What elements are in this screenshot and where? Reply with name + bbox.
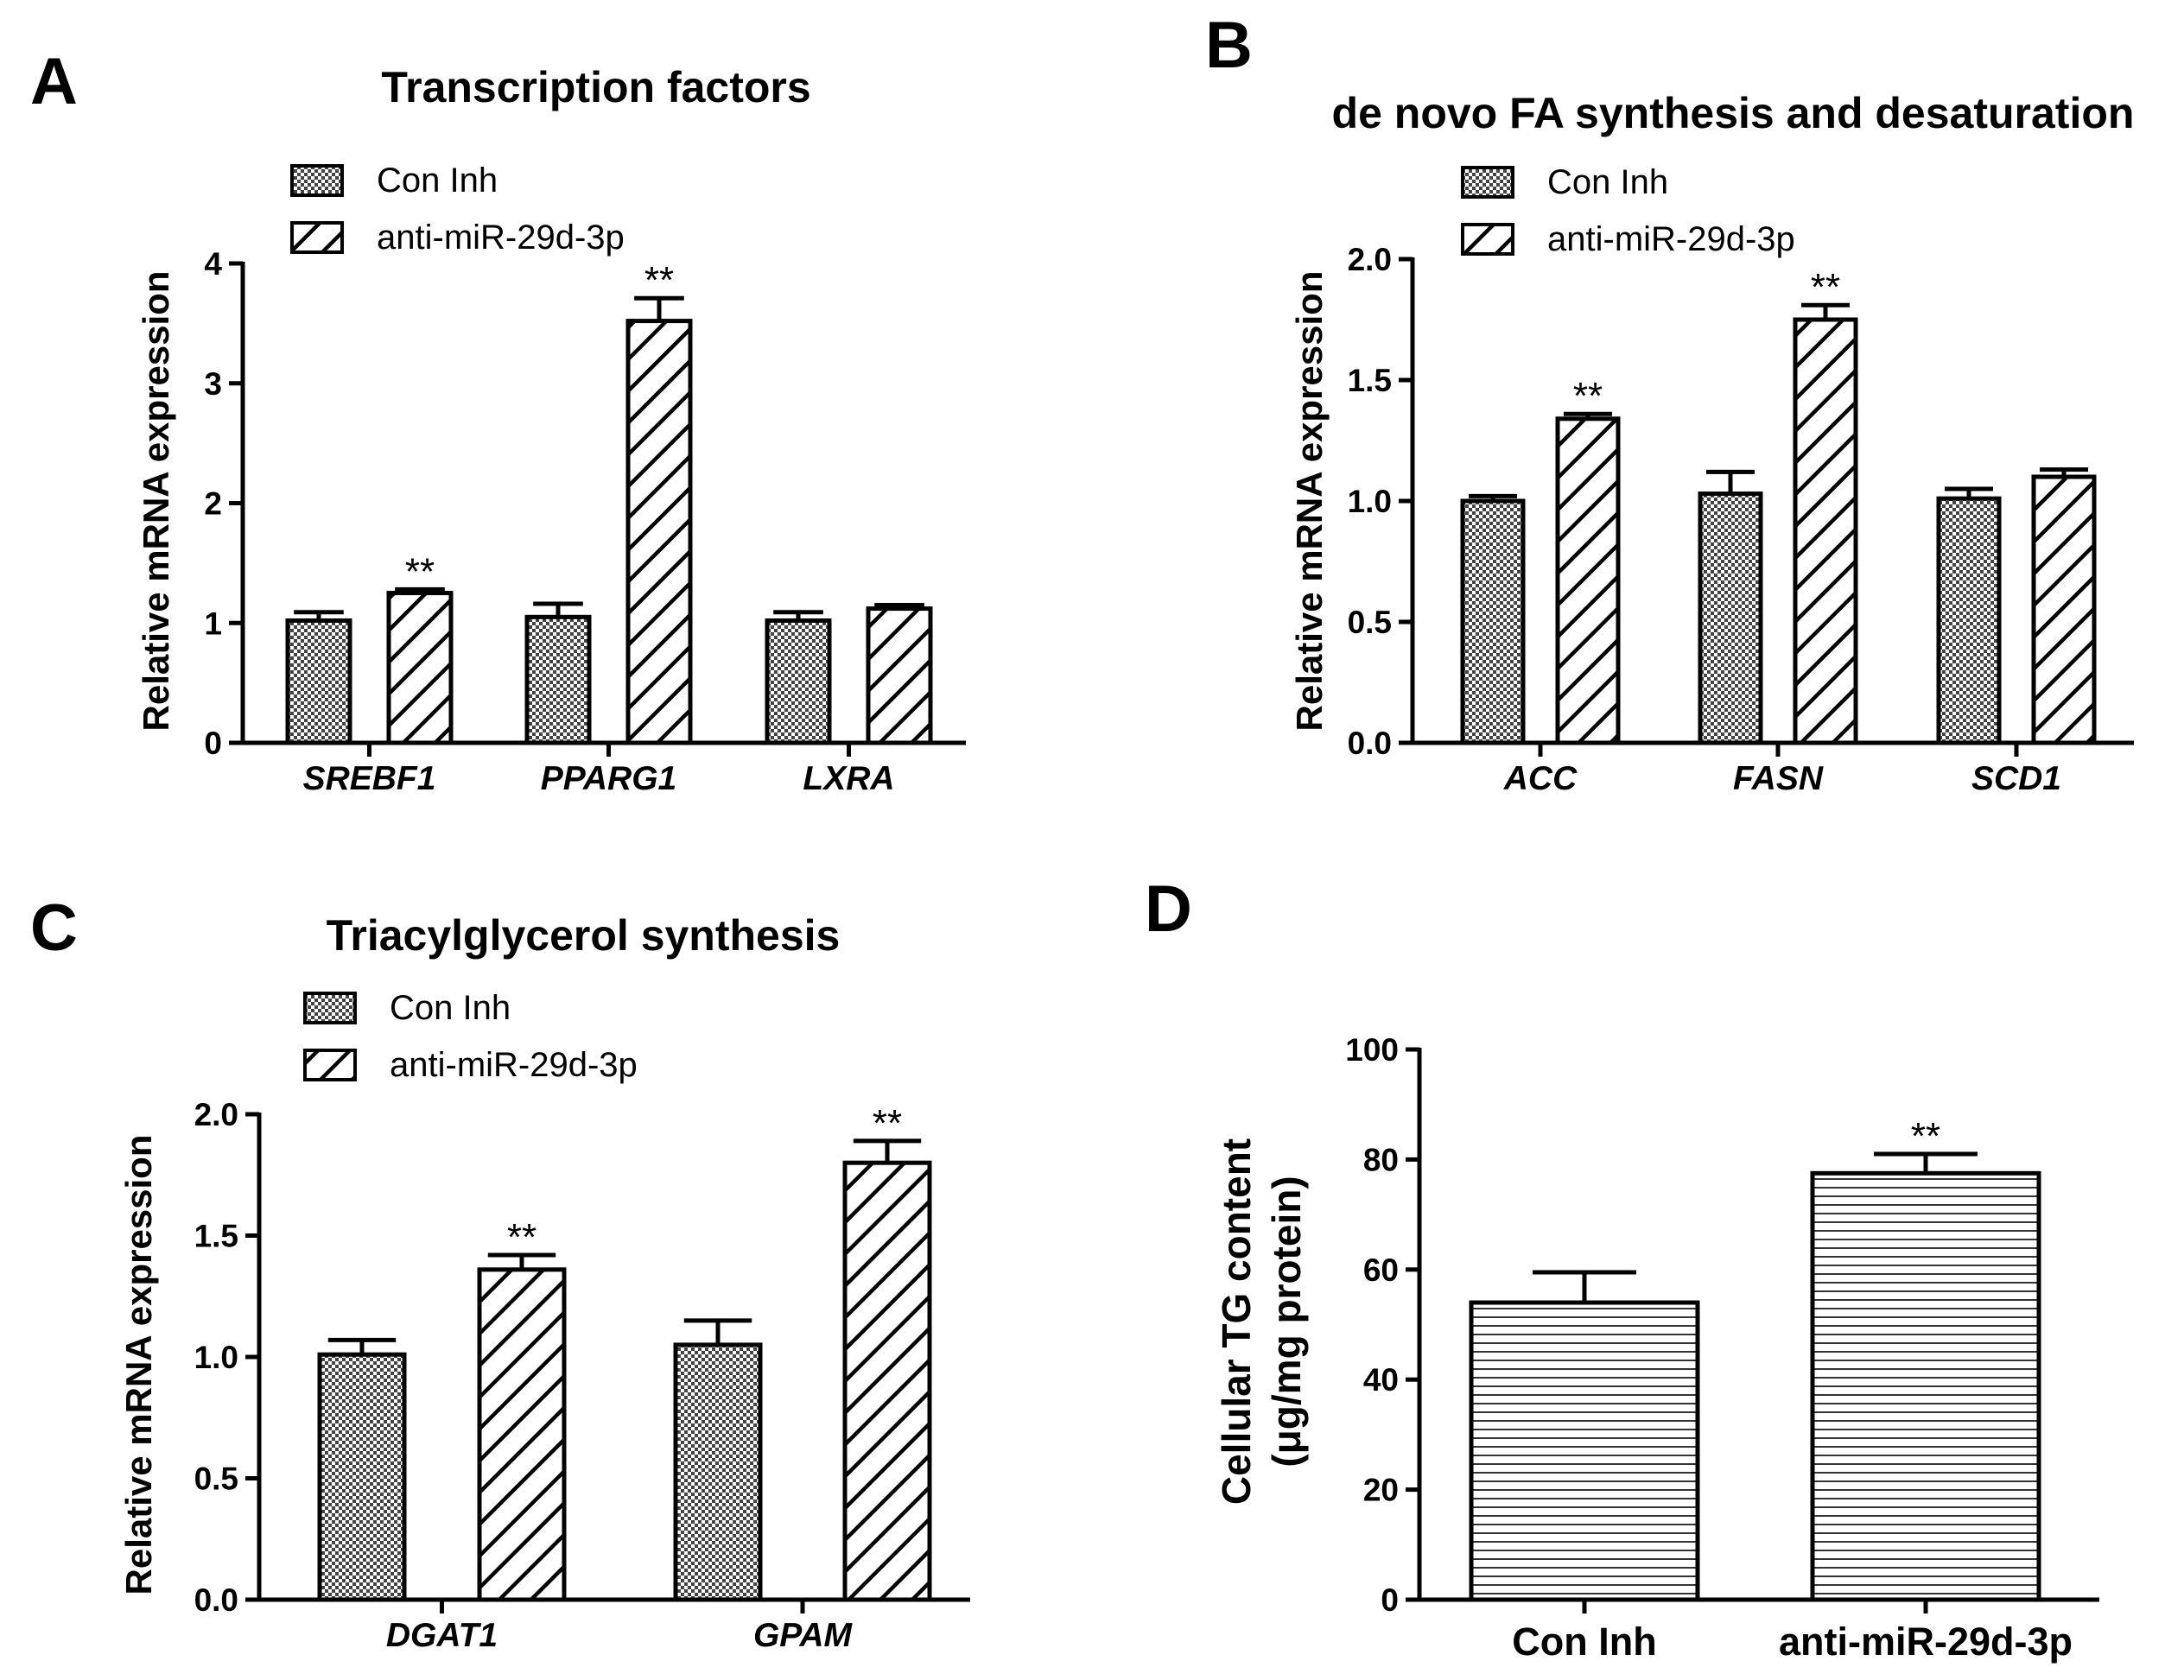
panel-d-y-tick-label: 100 bbox=[1345, 1032, 1399, 1068]
panel-a-bar-srebf1-con bbox=[285, 618, 352, 745]
panel-b-y-label: Relative mRNA expression bbox=[1289, 271, 1330, 732]
panel-a-significance: ** bbox=[405, 550, 435, 593]
panel-b-y-tick-label: 1.5 bbox=[1348, 363, 1392, 398]
panel-b-x-label: ACC bbox=[1503, 760, 1578, 797]
legend-b-label-anti: anti-miR-29d-3p bbox=[1547, 220, 1795, 258]
panel-d-bar-anti-mir-29d-3p-value bbox=[1810, 1170, 2041, 1602]
panel-b-bar-fasn-con bbox=[1698, 491, 1763, 745]
panel-a-bar-pparg1-con bbox=[524, 614, 592, 745]
panel-a-bar-srebf1-anti bbox=[386, 591, 454, 745]
panel-c-bar-dgat1-anti bbox=[477, 1267, 567, 1602]
panel-c-x-label: DGAT1 bbox=[386, 1617, 498, 1654]
panel-b-y-tick-label: 0.0 bbox=[1348, 726, 1392, 761]
panel-b-title: de novo FA synthesis and desaturation bbox=[1332, 89, 2135, 137]
panel-a-y-label: Relative mRNA expression bbox=[136, 271, 176, 732]
panel-d-bar-con-inh-value bbox=[1469, 1300, 1700, 1602]
panel-d-significance: ** bbox=[1911, 1115, 1940, 1157]
panel-b-letter: B bbox=[1205, 9, 1253, 82]
panel-a-title: Transcription factors bbox=[381, 63, 810, 111]
legend-c-swatch-anti bbox=[303, 1049, 357, 1081]
panel-c-bar-gpam-con bbox=[673, 1342, 763, 1602]
panel-a-y-tick-label: 1 bbox=[204, 605, 222, 641]
panel-a-x-label: LXRA bbox=[803, 760, 894, 797]
panel-c-letter: C bbox=[30, 891, 78, 965]
panel-a-bar-lxra-con bbox=[765, 618, 832, 745]
panel-a-y-tick-label: 2 bbox=[204, 486, 222, 522]
legend-b-swatch-con bbox=[1461, 166, 1514, 199]
panel-c-bar-gpam-anti bbox=[842, 1160, 932, 1602]
panel-c-title: Triacylglycerol synthesis bbox=[327, 911, 841, 960]
panel-a-y-tick-label: 0 bbox=[204, 726, 222, 761]
panel-a-bar-lxra-anti bbox=[866, 606, 933, 745]
panel-b-bar-acc-con bbox=[1460, 498, 1526, 745]
panel-c-y-label: Relative mRNA expression bbox=[118, 1135, 159, 1595]
panel-a-x-label: SREBF1 bbox=[303, 760, 436, 797]
panel-a-significance: ** bbox=[644, 259, 674, 301]
legend-c-label-anti: anti-miR-29d-3p bbox=[390, 1046, 638, 1084]
panel-d-x-label: Con Inh bbox=[1512, 1620, 1656, 1664]
panel-d-x-label: anti-miR-29d-3p bbox=[1779, 1620, 2073, 1664]
legend-c-label-con: Con Inh bbox=[390, 989, 511, 1027]
panel-c-bar-dgat1-con bbox=[317, 1352, 407, 1602]
panel-d-y-tick-label: 60 bbox=[1363, 1252, 1399, 1288]
panel-d-y-tick-label: 0 bbox=[1381, 1582, 1399, 1618]
panel-c-y-tick-label: 0.0 bbox=[194, 1582, 238, 1618]
panel-b-y-tick-label: 2.0 bbox=[1348, 242, 1392, 277]
panel-c-x-label: GPAM bbox=[753, 1617, 854, 1654]
panel-d-y-label-line: Cellular TG content bbox=[1214, 1138, 1259, 1505]
panel-c-y-tick-label: 1.0 bbox=[194, 1340, 238, 1375]
panel-d-y-label-line: (μg/mg protein) bbox=[1264, 1176, 1309, 1467]
panel-b-bar-scd1-con bbox=[1936, 496, 2002, 745]
panel-c-significance: ** bbox=[873, 1102, 902, 1144]
panel-b-y-tick-label: 0.5 bbox=[1348, 605, 1392, 640]
panel-b-x-label: SCD1 bbox=[1971, 760, 2061, 797]
panel-a-y-tick-label: 3 bbox=[204, 366, 222, 402]
panel-a-x-label: PPARG1 bbox=[541, 760, 677, 797]
panel-b-bar-scd1-anti bbox=[2031, 474, 2097, 745]
panel-b-y-tick-label: 1.0 bbox=[1348, 484, 1392, 519]
legend-a-label-con: Con Inh bbox=[377, 162, 498, 200]
panel-b-significance: ** bbox=[1811, 266, 1840, 308]
panel-b-significance: ** bbox=[1573, 375, 1603, 417]
panel-c-significance: ** bbox=[507, 1216, 536, 1258]
legend-c-swatch-con bbox=[303, 992, 357, 1024]
panel-b-bar-fasn-anti bbox=[1793, 317, 1858, 745]
panel-d-y-tick-label: 40 bbox=[1363, 1362, 1399, 1398]
panel-d-y-tick-label: 80 bbox=[1363, 1142, 1399, 1177]
panel-d-letter: D bbox=[1145, 872, 1192, 946]
legend-b-label-con: Con Inh bbox=[1547, 163, 1668, 201]
panel-b-bar-acc-anti bbox=[1555, 416, 1621, 745]
panel-c-y-tick-label: 1.5 bbox=[194, 1219, 238, 1254]
panel-a-letter: A bbox=[30, 45, 78, 118]
panel-a-bar-pparg1-anti bbox=[625, 319, 693, 745]
legend-a-swatch-anti bbox=[290, 221, 344, 254]
panel-c-y-tick-label: 2.0 bbox=[194, 1097, 238, 1132]
legend-a-label-anti: anti-miR-29d-3p bbox=[377, 219, 625, 257]
panel-a-y-tick-label: 4 bbox=[204, 246, 222, 282]
legend-b-swatch-anti bbox=[1461, 223, 1514, 256]
legend-a-swatch-con bbox=[290, 164, 344, 197]
panel-c-y-tick-label: 0.5 bbox=[194, 1461, 238, 1497]
panel-b-x-label: FASN bbox=[1733, 760, 1824, 797]
panel-d-y-tick-label: 20 bbox=[1363, 1473, 1399, 1508]
